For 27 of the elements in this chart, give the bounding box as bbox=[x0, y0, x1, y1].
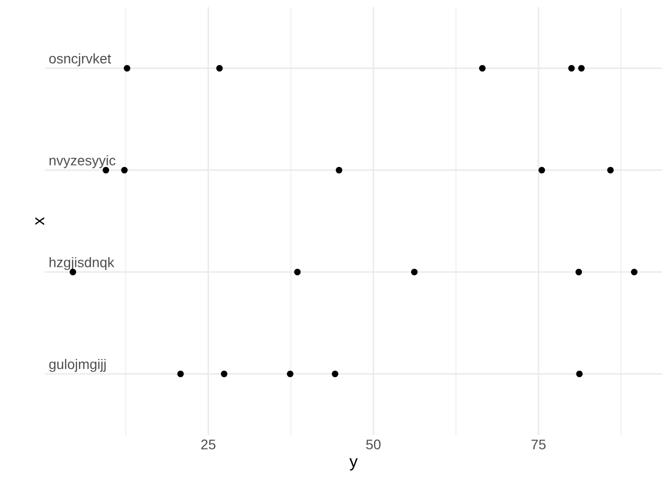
point bbox=[336, 166, 342, 174]
point bbox=[216, 65, 223, 72]
point bbox=[568, 65, 575, 72]
point bbox=[286, 370, 294, 378]
point bbox=[294, 268, 301, 276]
point bbox=[332, 370, 338, 378]
point bbox=[576, 268, 582, 276]
y-tick-label: hzgjisdnqk bbox=[50, 257, 114, 270]
y-tick-label: osncjrvket bbox=[49, 53, 112, 66]
point bbox=[578, 65, 585, 72]
point bbox=[479, 65, 486, 72]
point bbox=[538, 166, 546, 174]
point bbox=[177, 370, 184, 378]
y-tick-label: nvyzesyyic bbox=[50, 155, 116, 168]
y-tick-label: gulojmgijj bbox=[49, 358, 106, 372]
point bbox=[607, 166, 614, 174]
x-tick-label: 50 bbox=[366, 440, 381, 450]
x-tick-label: 25 bbox=[201, 440, 216, 450]
y-axis-title: x bbox=[35, 217, 44, 226]
point bbox=[124, 65, 130, 72]
point bbox=[220, 370, 228, 378]
point bbox=[411, 268, 418, 276]
point bbox=[121, 166, 128, 174]
point bbox=[630, 268, 638, 276]
x-tick-label: 75 bbox=[531, 440, 546, 450]
x-axis-title: y bbox=[349, 458, 358, 470]
point bbox=[576, 370, 583, 378]
